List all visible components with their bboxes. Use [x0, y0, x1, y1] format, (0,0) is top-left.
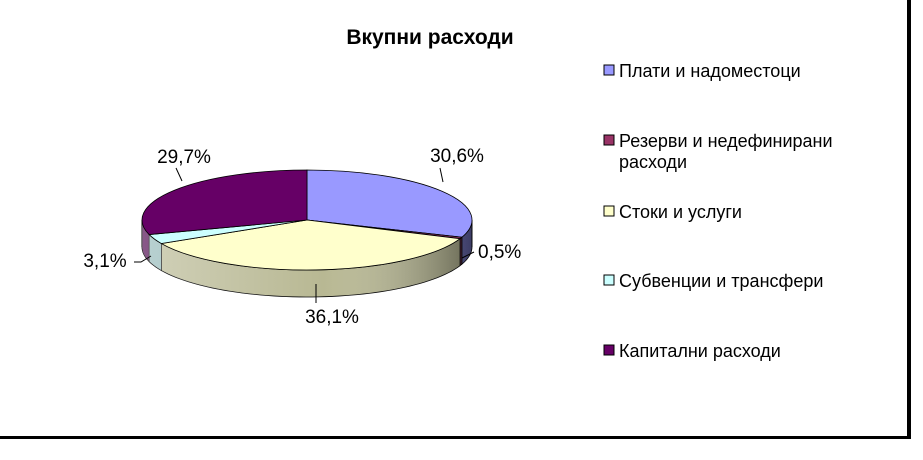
legend-label-плати-и-надоместоци: Плати и надоместоци: [619, 61, 801, 81]
pie-top-layer: [141, 169, 473, 271]
legend: Плати и надоместоци Резерви и недефиниран…: [603, 61, 833, 361]
frame-bottom-border: [0, 436, 911, 439]
data-label-субвенции-и-трансфери: 3,1%: [83, 251, 126, 272]
legend-swatch-резерви-и-недефинирани-расходи: [603, 134, 615, 146]
legend-label-субвенции-и-трансфери: Субвенции и трансфери: [619, 271, 823, 291]
legend-swatch-плати-и-надоместоци: [603, 64, 615, 76]
data-label-стоки-и-услуги: 36,1%: [305, 307, 359, 328]
pie-side-layer: [141, 219, 473, 298]
data-labels: 30,6% 0,5% 36,1% 3,1% 29,7%: [83, 146, 521, 328]
pie-slice-стоки-и-услуги: [160, 219, 462, 271]
legend-swatch-субвенции-и-трансфери: [603, 274, 615, 286]
legend-swatch-капитални-расходи: [603, 344, 615, 356]
pie-slice-плати-и-надоместоци: [306, 169, 473, 238]
legend-label-резерви-и-недефинирани-расходи-line-1: Резерви и недефинирани: [619, 131, 833, 151]
legend-swatch-стоки-и-услуги: [603, 205, 615, 217]
leader-line-плати-и-надоместоци: [439, 167, 444, 183]
legend-label-резерви-и-недефинирани-расходи-line-2: расходи: [619, 152, 687, 172]
data-label-капитални-расходи: 29,7%: [157, 147, 211, 168]
leader-line-субвенции-и-трансфери: [134, 255, 152, 263]
legend-label-стоки-и-услуги: Стоки и услуги: [619, 202, 742, 222]
leader-lines: [134, 167, 475, 303]
data-label-плати-и-надоместоци: 30,6%: [430, 146, 484, 167]
chart-title: Вкупни расходи: [346, 26, 513, 49]
pie-side-shading: [142, 220, 472, 297]
frame-right-border: [907, 0, 911, 438]
data-label-резерви-и-недефинирани-расходи: 0,5%: [478, 242, 521, 263]
pie-slice-капитални-расходи: [141, 169, 308, 235]
leader-line-резерви-и-недефинирани-расходи: [461, 251, 475, 259]
leader-line-капитални-расходи: [175, 167, 183, 182]
legend-label-капитални-расходи: Капитални расходи: [619, 341, 781, 361]
